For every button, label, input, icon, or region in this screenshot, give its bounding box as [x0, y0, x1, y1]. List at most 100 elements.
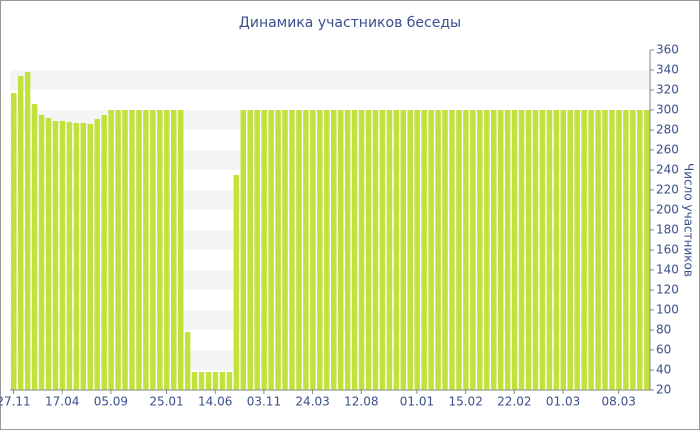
bar [588, 110, 594, 390]
bar [282, 110, 288, 390]
bar [191, 372, 198, 390]
bar [164, 110, 170, 390]
bar [136, 110, 142, 390]
bar [344, 110, 351, 390]
bar [442, 110, 448, 390]
bar [581, 110, 587, 390]
bar [484, 110, 490, 390]
bar [518, 110, 525, 390]
bar [317, 110, 323, 390]
bar [331, 110, 337, 390]
bar [525, 110, 532, 390]
bar [73, 123, 80, 390]
bar [24, 72, 31, 390]
bar [205, 372, 212, 390]
bar [143, 110, 149, 390]
bar [94, 119, 100, 390]
bar [623, 110, 629, 390]
bar [101, 115, 107, 390]
y-tick-label: 300 [656, 103, 679, 117]
bar [324, 110, 330, 390]
bar [108, 110, 114, 390]
x-tick-label: 17.04 [45, 395, 79, 409]
bar [268, 110, 274, 390]
bar [463, 110, 469, 390]
bar [219, 372, 226, 390]
bar [393, 110, 400, 390]
bar [157, 110, 163, 390]
bar [504, 110, 511, 390]
bar [400, 110, 407, 390]
bar [87, 124, 93, 390]
grid-band [10, 70, 650, 90]
bar [240, 110, 247, 390]
y-tick-label: 180 [656, 223, 679, 237]
y-tick-label: 240 [656, 163, 679, 177]
bar [296, 110, 302, 390]
x-tick-label: 22.02 [497, 395, 531, 409]
bar [511, 110, 518, 390]
y-tick-label: 160 [656, 243, 679, 257]
bar [616, 110, 622, 390]
bar [449, 110, 455, 390]
bar [38, 115, 45, 390]
bar [456, 110, 462, 390]
y-tick-label: 80 [656, 323, 671, 337]
bar [630, 110, 636, 390]
bar [560, 110, 567, 390]
y-tick-label: 340 [656, 63, 679, 77]
bar [602, 110, 608, 390]
grid-band [10, 270, 650, 290]
bar [275, 110, 281, 390]
y-tick-label: 260 [656, 143, 679, 157]
bar [421, 110, 427, 390]
x-tick-label: 01.03 [546, 395, 580, 409]
bar [233, 175, 240, 390]
bar [532, 110, 539, 390]
x-tick-label: 24.03 [295, 395, 329, 409]
bar [261, 110, 267, 390]
bar [407, 110, 413, 390]
x-tick-label: 12.08 [344, 395, 378, 409]
x-tick-label: 03.11 [247, 395, 281, 409]
bar [386, 110, 393, 390]
bar [17, 76, 24, 390]
grid-band [10, 190, 650, 210]
x-tick-label: 14.06 [198, 395, 232, 409]
grid-band [10, 310, 650, 330]
y-tick-label: 100 [656, 303, 679, 317]
x-tick-label: 25.01 [149, 395, 183, 409]
x-tick-label: 27.11 [0, 395, 31, 409]
bar [198, 372, 205, 390]
bar [184, 332, 191, 390]
bar [337, 110, 344, 390]
y-tick-label: 280 [656, 123, 679, 137]
y-tick-label: 20 [656, 383, 671, 397]
bar [379, 110, 386, 390]
bar [567, 110, 573, 390]
bar [372, 110, 379, 390]
y-tick-label: 40 [656, 363, 671, 377]
y-tick-label: 140 [656, 263, 679, 277]
bar [637, 110, 643, 390]
bar [11, 93, 17, 390]
grid-band [10, 150, 650, 170]
bar [66, 122, 73, 390]
bar [303, 110, 309, 390]
y-tick-label: 220 [656, 183, 679, 197]
bar [470, 110, 476, 390]
chart-title: Динамика участников беседы [239, 15, 461, 31]
bar [52, 121, 59, 390]
bar [477, 110, 483, 390]
bar [539, 110, 546, 390]
bar [122, 110, 128, 390]
x-tick-label: 05.09 [94, 395, 128, 409]
bar [595, 110, 601, 390]
x-tick-label: 08.03 [602, 395, 636, 409]
bar [254, 110, 260, 390]
y-tick-label: 320 [656, 83, 679, 97]
bar [212, 372, 219, 390]
bar [609, 110, 615, 390]
grid-band [10, 350, 650, 370]
